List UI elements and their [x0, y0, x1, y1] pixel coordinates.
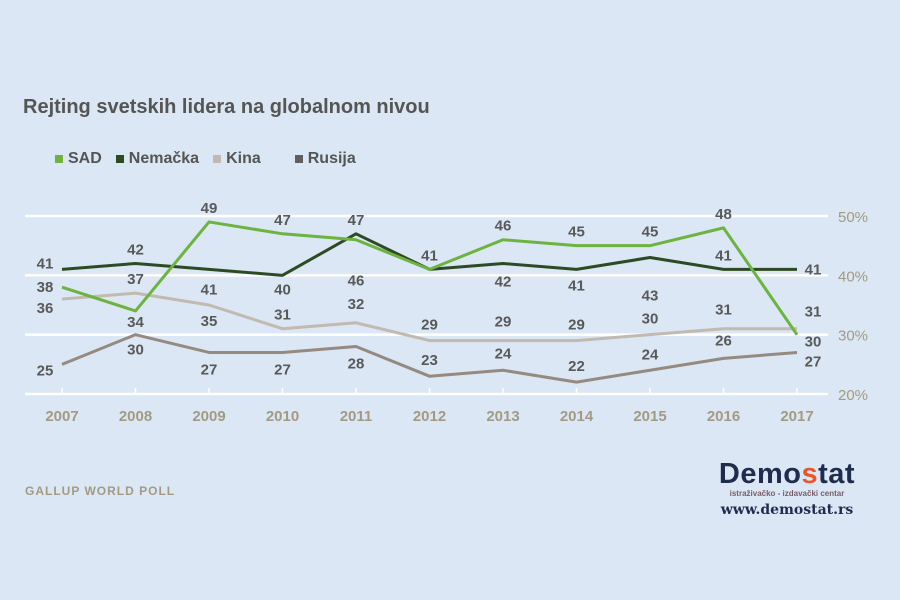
series-line-sad	[61, 220, 799, 336]
x-tick-label: 2017	[780, 408, 813, 425]
data-label: 29	[495, 314, 512, 331]
x-tick-label: 2009	[192, 408, 225, 425]
data-label: 30	[127, 342, 144, 359]
data-label: 24	[642, 346, 659, 363]
series-line-rusija	[61, 333, 798, 384]
y-tick-label: 30%	[838, 328, 868, 345]
data-label: 37	[127, 271, 144, 288]
data-label: 35	[201, 313, 218, 330]
x-tick-label: 2013	[486, 408, 519, 425]
legend-item-rusija: Rusija	[294, 150, 356, 168]
data-label: 27	[201, 361, 218, 378]
legend-swatch	[213, 155, 222, 163]
data-label: 26	[715, 332, 732, 349]
x-tick-label: 2014	[560, 408, 594, 425]
data-label: 29	[421, 317, 438, 334]
data-label: 49	[201, 200, 218, 217]
data-label: 41	[568, 277, 585, 294]
data-label: 28	[348, 356, 365, 373]
data-label: 36	[37, 300, 54, 317]
y-tick-label: 50%	[838, 209, 868, 226]
legend-label: Rusija	[307, 150, 356, 167]
data-label: 32	[348, 296, 365, 313]
data-label: 25	[37, 362, 54, 379]
data-label: 31	[805, 304, 822, 321]
logo-part: tat	[818, 458, 856, 490]
data-label: 43	[642, 288, 659, 305]
legend-label: SAD	[68, 150, 102, 167]
data-label: 22	[568, 358, 585, 375]
x-tick-label: 2010	[266, 408, 299, 425]
x-tick-label: 2015	[633, 408, 666, 425]
data-label: 30	[642, 311, 659, 328]
data-label: 38	[37, 279, 54, 296]
data-label: 34	[127, 314, 144, 331]
legend-swatch	[115, 155, 124, 163]
data-label: 41	[37, 255, 54, 272]
data-label: 45	[568, 224, 585, 241]
data-label: 45	[642, 224, 659, 241]
data-label: 41	[421, 247, 438, 264]
data-label: 41	[805, 261, 822, 278]
data-label: 46	[348, 273, 365, 290]
data-label: 42	[127, 241, 144, 258]
series-line-kina	[61, 291, 797, 343]
y-tick-label: 40%	[838, 268, 868, 285]
logo-part: s	[801, 458, 819, 490]
legend-label: Nemačka	[128, 150, 200, 167]
legend-item-kina: Kina	[213, 150, 261, 168]
website-link[interactable]: www.demostat.rs	[720, 502, 854, 518]
source-note: GALLUP WORLD POLL	[25, 484, 176, 498]
legend-swatch	[55, 155, 63, 163]
data-label: 47	[274, 212, 291, 229]
data-label: 29	[568, 317, 585, 334]
data-label: 42	[495, 273, 512, 290]
legend-swatch	[294, 155, 303, 163]
data-label: 48	[715, 206, 732, 223]
data-label: 27	[274, 361, 291, 378]
y-tick-label: 20%	[838, 387, 868, 404]
data-label: 24	[495, 345, 512, 362]
x-tick-label: 2008	[119, 408, 152, 425]
data-label: 31	[715, 302, 732, 319]
demostat-logo: Demostat istraživačko - izdavački centar	[712, 458, 862, 498]
legend: SAD Nemačka Kina Rusija	[55, 150, 370, 168]
legend-item-nemacka: Nemačka	[115, 150, 200, 168]
data-label: 41	[715, 247, 732, 264]
legend-label: Kina	[226, 150, 261, 167]
logo-tagline: istraživačko - izdavački centar	[729, 489, 845, 498]
data-label: 23	[421, 352, 438, 369]
x-tick-label: 2011	[340, 408, 373, 425]
x-tick-label: 2007	[45, 408, 78, 425]
data-label: 46	[495, 218, 512, 235]
chart-title: Rejting svetskih lidera na globalnom niv…	[23, 96, 430, 118]
data-label: 47	[348, 212, 365, 229]
data-label: 41	[201, 281, 218, 298]
x-tick-label: 2016	[707, 408, 740, 425]
logo-name: Demostat	[712, 458, 862, 490]
data-label: 40	[274, 281, 291, 298]
legend-item-sad: SAD	[55, 150, 102, 168]
data-label: 27	[805, 353, 822, 370]
data-label: 30	[805, 334, 822, 351]
x-tick-label: 2012	[413, 408, 446, 425]
data-label: 31	[274, 307, 291, 324]
logo-part: Demo	[718, 458, 802, 490]
